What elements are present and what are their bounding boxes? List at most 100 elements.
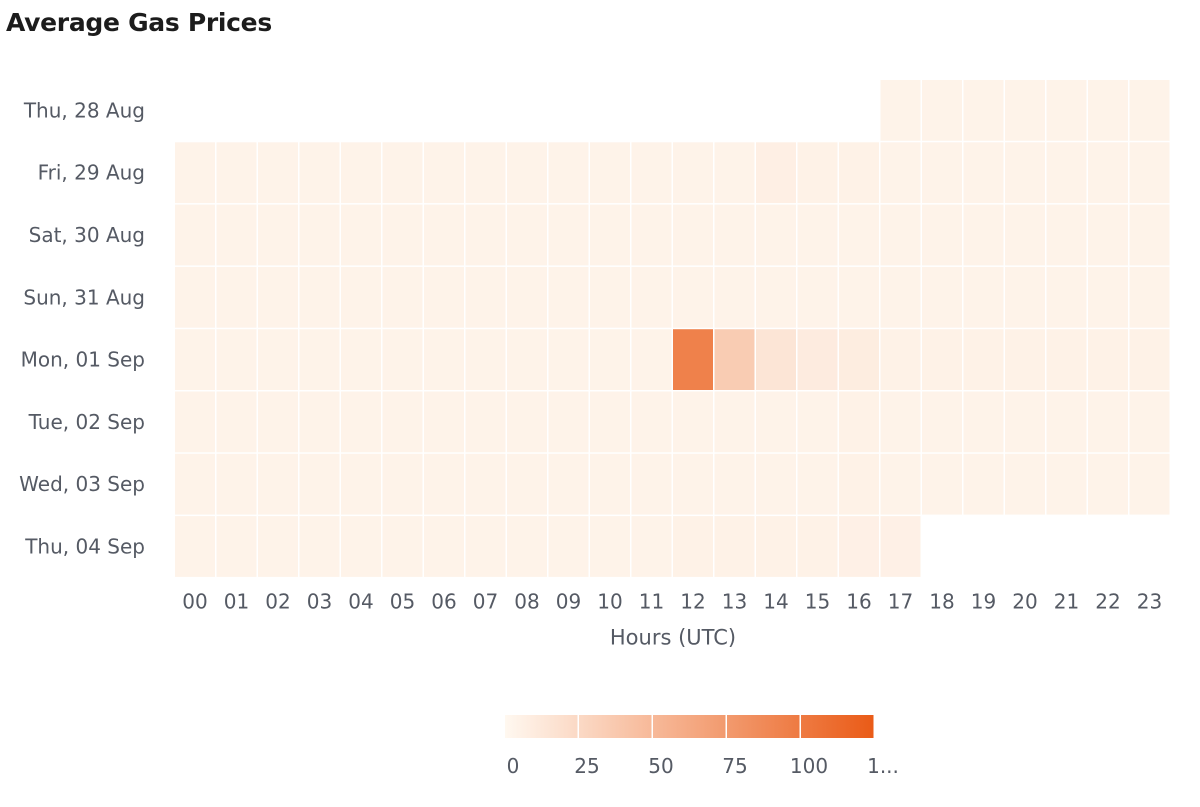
heatmap-cell[interactable]: Mon, 01 Sep 19: 5: [963, 329, 1004, 390]
heatmap-cell[interactable]: Sat, 30 Aug 23: 4: [1129, 204, 1170, 266]
heatmap-cell[interactable]: Thu, 04 Sep 12: 5: [673, 516, 713, 577]
heatmap-cell[interactable]: Wed, 03 Sep 17: 4: [880, 453, 921, 515]
heatmap-cell[interactable]: Thu, 28 Aug 17: 4: [880, 80, 921, 141]
heatmap-cell[interactable]: Mon, 01 Sep 10: 4: [590, 329, 630, 390]
heatmap-cell[interactable]: Thu, 04 Sep 07: 4: [465, 516, 506, 577]
heatmap-cell[interactable]: Sat, 30 Aug 19: 4: [963, 204, 1004, 266]
heatmap-cell[interactable]: Fri, 29 Aug 16: 5: [839, 142, 879, 204]
heatmap-cell[interactable]: Wed, 03 Sep 13: 4: [714, 453, 755, 515]
heatmap-cell[interactable]: Sun, 31 Aug 14: 4: [756, 266, 796, 328]
heatmap-cell[interactable]: Wed, 03 Sep 01: 4: [216, 453, 257, 515]
heatmap-cell[interactable]: Wed, 03 Sep 02: 4: [258, 453, 298, 515]
heatmap-cell[interactable]: Tue, 02 Sep 13: 4: [714, 391, 755, 453]
heatmap-cell[interactable]: Thu, 04 Sep 16: 6: [839, 516, 879, 577]
heatmap-cell[interactable]: Sat, 30 Aug 13: 4: [714, 204, 755, 266]
heatmap-cell[interactable]: Sat, 30 Aug 06: 4: [424, 204, 464, 266]
heatmap-cell[interactable]: Sun, 31 Aug 16: 4: [839, 266, 879, 328]
heatmap-cell[interactable]: Mon, 01 Sep 06: 4: [424, 329, 464, 390]
heatmap-cell[interactable]: Tue, 02 Sep 15: 4: [797, 391, 838, 453]
heatmap-cell[interactable]: Sat, 30 Aug 12: 4: [673, 204, 713, 266]
heatmap-cell[interactable]: Wed, 03 Sep 03: 4: [299, 453, 340, 515]
heatmap-cell[interactable]: Fri, 29 Aug 21: 4: [1046, 142, 1087, 204]
heatmap-cell[interactable]: Tue, 02 Sep 10: 4: [590, 391, 630, 453]
heatmap-cell[interactable]: Sat, 30 Aug 02: 4: [258, 204, 298, 266]
heatmap-cell[interactable]: Wed, 03 Sep 23: 4: [1129, 453, 1170, 515]
heatmap-cell[interactable]: Fri, 29 Aug 10: 4: [590, 142, 630, 204]
heatmap-cell[interactable]: Wed, 03 Sep 18: 4: [922, 453, 962, 515]
heatmap-cell[interactable]: Tue, 02 Sep 08: 4: [507, 391, 547, 453]
heatmap-cell[interactable]: Sun, 31 Aug 18: 4: [922, 266, 962, 328]
heatmap-cell[interactable]: Tue, 02 Sep 04: 4: [341, 391, 381, 453]
heatmap-cell[interactable]: Mon, 01 Sep 21: 5: [1046, 329, 1087, 390]
heatmap-cell[interactable]: Tue, 02 Sep 17: 4: [880, 391, 921, 453]
heatmap-cell[interactable]: Tue, 02 Sep 07: 4: [465, 391, 506, 453]
heatmap-cell[interactable]: Fri, 29 Aug 05: 4: [382, 142, 423, 204]
heatmap-cell[interactable]: Sat, 30 Aug 14: 4: [756, 204, 796, 266]
heatmap-cell[interactable]: Sun, 31 Aug 00: 4: [175, 266, 215, 328]
heatmap-cell[interactable]: Sat, 30 Aug 04: 4: [341, 204, 381, 266]
heatmap-cell[interactable]: Wed, 03 Sep 04: 4: [341, 453, 381, 515]
heatmap-cell[interactable]: Sun, 31 Aug 11: 4: [631, 266, 672, 328]
heatmap-cell[interactable]: Tue, 02 Sep 11: 4: [631, 391, 672, 453]
heatmap-cell[interactable]: Mon, 01 Sep 12: 95: [673, 329, 713, 390]
heatmap-cell[interactable]: Sat, 30 Aug 21: 4: [1046, 204, 1087, 266]
heatmap-cell[interactable]: Mon, 01 Sep 13: 35: [714, 329, 755, 390]
heatmap-cell[interactable]: Tue, 02 Sep 06: 4: [424, 391, 464, 453]
heatmap-cell[interactable]: Fri, 29 Aug 15: 5: [797, 142, 838, 204]
heatmap-cell[interactable]: Thu, 04 Sep 02: 4: [258, 516, 298, 577]
heatmap-cell[interactable]: Thu, 04 Sep 06: 4: [424, 516, 464, 577]
heatmap-cell[interactable]: Fri, 29 Aug 17: 4: [880, 142, 921, 204]
heatmap-cell[interactable]: Tue, 02 Sep 23: 4: [1129, 391, 1170, 453]
heatmap-cell[interactable]: Mon, 01 Sep 18: 5: [922, 329, 962, 390]
heatmap-cell[interactable]: Wed, 03 Sep 15: 4: [797, 453, 838, 515]
heatmap-cell[interactable]: Thu, 04 Sep 05: 4: [382, 516, 423, 577]
heatmap-cell[interactable]: Sat, 30 Aug 16: 4: [839, 204, 879, 266]
heatmap-cell[interactable]: Mon, 01 Sep 07: 4: [465, 329, 506, 390]
heatmap-cell[interactable]: Sat, 30 Aug 11: 4: [631, 204, 672, 266]
heatmap-cell[interactable]: Tue, 02 Sep 14: 4: [756, 391, 796, 453]
heatmap-cell[interactable]: Sat, 30 Aug 20: 4: [1005, 204, 1045, 266]
heatmap-cell[interactable]: Fri, 29 Aug 13: 4: [714, 142, 755, 204]
legend-segment[interactable]: [801, 715, 874, 738]
legend-color-bar[interactable]: [505, 715, 874, 738]
heatmap-cell[interactable]: Tue, 02 Sep 09: 4: [548, 391, 589, 453]
heatmap-cell[interactable]: Wed, 03 Sep 19: 4: [963, 453, 1004, 515]
heatmap-cell[interactable]: Mon, 01 Sep 02: 4: [258, 329, 298, 390]
heatmap-cell[interactable]: Sat, 30 Aug 05: 4: [382, 204, 423, 266]
heatmap-cell[interactable]: Fri, 29 Aug 19: 4: [963, 142, 1004, 204]
heatmap-cell[interactable]: Tue, 02 Sep 18: 4: [922, 391, 962, 453]
heatmap-cell[interactable]: Fri, 29 Aug 02: 4: [258, 142, 298, 204]
heatmap-cell[interactable]: Fri, 29 Aug 18: 4: [922, 142, 962, 204]
heatmap-cell[interactable]: Tue, 02 Sep 21: 4: [1046, 391, 1087, 453]
heatmap-cell[interactable]: Mon, 01 Sep 22: 5: [1088, 329, 1128, 390]
heatmap-cell[interactable]: Mon, 01 Sep 17: 5: [880, 329, 921, 390]
heatmap-cell[interactable]: Fri, 29 Aug 14: 7: [756, 142, 796, 204]
heatmap-cell[interactable]: Sun, 31 Aug 23: 4: [1129, 266, 1170, 328]
heatmap-cell[interactable]: Thu, 04 Sep 11: 4: [631, 516, 672, 577]
heatmap-cell[interactable]: Sun, 31 Aug 09: 4: [548, 266, 589, 328]
heatmap-cell[interactable]: Thu, 04 Sep 14: 5: [756, 516, 796, 577]
heatmap-cell[interactable]: Thu, 04 Sep 09: 4: [548, 516, 589, 577]
heatmap-cell[interactable]: Wed, 03 Sep 06: 4: [424, 453, 464, 515]
heatmap-cell[interactable]: Tue, 02 Sep 02: 4: [258, 391, 298, 453]
color-legend[interactable]: 0 25 50 75 100 1...: [505, 715, 899, 778]
heatmap-cell[interactable]: Wed, 03 Sep 16: 5: [839, 453, 879, 515]
heatmap-cell[interactable]: Sun, 31 Aug 03: 4: [299, 266, 340, 328]
heatmap-cell[interactable]: Fri, 29 Aug 07: 4: [465, 142, 506, 204]
heatmap-cell[interactable]: Wed, 03 Sep 20: 4: [1005, 453, 1045, 515]
heatmap-cell[interactable]: Sat, 30 Aug 15: 4: [797, 204, 838, 266]
heatmap-cell[interactable]: Mon, 01 Sep 11: 4: [631, 329, 672, 390]
heatmap-cell[interactable]: Sat, 30 Aug 03: 4: [299, 204, 340, 266]
heatmap-cell[interactable]: Thu, 04 Sep 08: 4: [507, 516, 547, 577]
heatmap-cell[interactable]: Thu, 04 Sep 15: 5: [797, 516, 838, 577]
heatmap-cell[interactable]: Sun, 31 Aug 07: 4: [465, 266, 506, 328]
heatmap-cell[interactable]: Tue, 02 Sep 01: 4: [216, 391, 257, 453]
heatmap-cell[interactable]: Thu, 04 Sep 10: 4: [590, 516, 630, 577]
heatmap-cell[interactable]: Sun, 31 Aug 19: 4: [963, 266, 1004, 328]
heatmap-cell[interactable]: Sun, 31 Aug 21: 4: [1046, 266, 1087, 328]
heatmap-cell[interactable]: Wed, 03 Sep 22: 4: [1088, 453, 1128, 515]
heatmap-cell[interactable]: Thu, 28 Aug 22: 4: [1088, 80, 1128, 141]
heatmap-cell[interactable]: Mon, 01 Sep 08: 4: [507, 329, 547, 390]
heatmap-cell[interactable]: Mon, 01 Sep 15: 10: [797, 329, 838, 390]
heatmap-cell[interactable]: Fri, 29 Aug 01: 4: [216, 142, 257, 204]
